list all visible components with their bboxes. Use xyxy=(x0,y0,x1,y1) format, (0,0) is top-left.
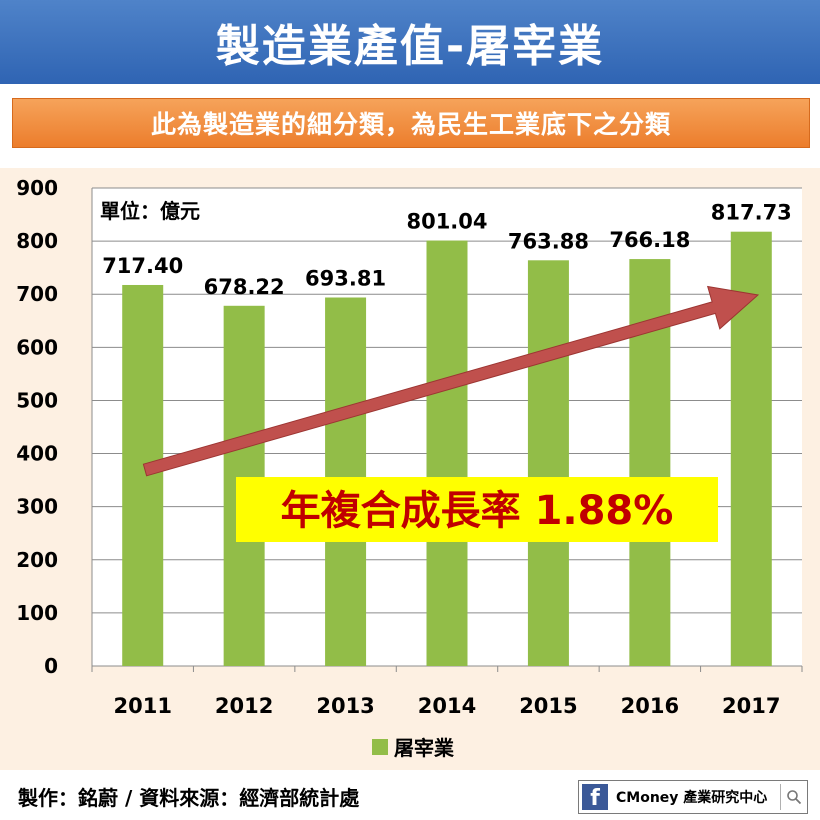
brand-badge[interactable]: f CMoney 產業研究中心 xyxy=(578,780,808,814)
search-icon[interactable] xyxy=(780,784,807,810)
bar xyxy=(122,284,164,666)
y-tick-label: 900 xyxy=(16,176,58,200)
trend-arrow xyxy=(142,285,760,477)
title-banner: 製造業產值-屠宰業 xyxy=(0,0,820,90)
data-label: 801.04 xyxy=(406,210,487,234)
y-tick-label: 300 xyxy=(16,495,58,519)
trend-arrow-shape xyxy=(142,285,760,477)
y-tick-label: 500 xyxy=(16,388,58,412)
x-tick-label: 2016 xyxy=(621,694,679,718)
legend-label: 屠宰業 xyxy=(394,736,455,760)
x-tick-label: 2017 xyxy=(722,694,780,718)
legend-swatch xyxy=(372,739,388,755)
cagr-annotation: 年複合成長率 1.88% xyxy=(281,488,674,534)
cagr-box xyxy=(236,477,718,542)
x-tick-label: 2013 xyxy=(316,694,374,718)
x-tick-label: 2015 xyxy=(519,694,577,718)
y-tick-label: 800 xyxy=(16,229,58,253)
bar xyxy=(426,240,468,666)
subtitle-banner: 此為製造業的細分類，為民生工業底下之分類 xyxy=(12,98,810,148)
page-subtitle: 此為製造業的細分類，為民生工業底下之分類 xyxy=(150,110,671,139)
y-tick-label: 200 xyxy=(16,548,58,572)
y-tick-label: 400 xyxy=(16,442,58,466)
page-title: 製造業產值-屠宰業 xyxy=(215,21,605,72)
data-label: 678.22 xyxy=(204,275,285,299)
bar-chart: 0 100 200 300 400 500 600 700 800 900 717.40 2011 67… xyxy=(16,176,803,760)
y-tick-label: 0 xyxy=(44,654,58,678)
data-label: 717.40 xyxy=(102,254,183,278)
footer-credit: 製作：銘蔚 / 資料來源：經濟部統計處 xyxy=(18,786,360,810)
x-tick-label: 2014 xyxy=(418,694,476,718)
y-tick-label: 600 xyxy=(16,335,58,359)
x-tick-label: 2011 xyxy=(113,694,171,718)
x-tick-label: 2012 xyxy=(215,694,273,718)
y-tick-label: 100 xyxy=(16,601,58,625)
data-label: 693.81 xyxy=(305,267,386,291)
unit-label: 單位：億元 xyxy=(100,199,200,223)
data-label: 766.18 xyxy=(609,228,690,252)
brand-name: CMoney 產業研究中心 xyxy=(616,790,768,806)
data-label: 817.73 xyxy=(711,201,792,225)
data-label: 763.88 xyxy=(508,229,589,253)
bar xyxy=(527,260,569,666)
facebook-icon: f xyxy=(582,784,608,810)
y-tick-label: 700 xyxy=(16,282,58,306)
